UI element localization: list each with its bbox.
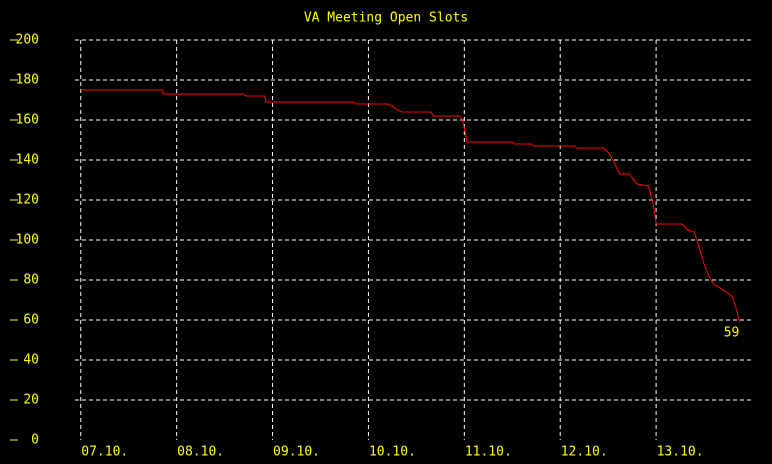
- chart-title: VA Meeting Open Slots: [304, 11, 468, 26]
- x-tick-label: 08.10.: [177, 445, 224, 460]
- data-line: [80, 89, 741, 323]
- x-tick-label: 12.10.: [561, 445, 608, 460]
- x-tick-label: 10.10.: [369, 445, 416, 460]
- y-tick-label: 180: [16, 73, 39, 88]
- x-tick-label: 13.10.: [657, 445, 704, 460]
- y-tick-label: 100: [16, 233, 39, 248]
- y-tick-label: 20: [23, 393, 39, 408]
- y-tick-label: 160: [16, 113, 39, 128]
- y-tick-label: 0: [31, 433, 39, 448]
- end-value-label: 59: [724, 326, 740, 341]
- x-tick-label: 07.10.: [81, 445, 128, 460]
- y-tick-label: 120: [16, 193, 39, 208]
- x-tick-label: 11.10.: [465, 445, 512, 460]
- y-tick-label: 60: [23, 313, 39, 328]
- y-tick-label: 200: [16, 33, 39, 48]
- y-tick-label: 80: [23, 273, 39, 288]
- y-tick-label: 40: [23, 353, 39, 368]
- y-tick-label: 140: [16, 153, 39, 168]
- x-tick-label: 09.10.: [273, 445, 320, 460]
